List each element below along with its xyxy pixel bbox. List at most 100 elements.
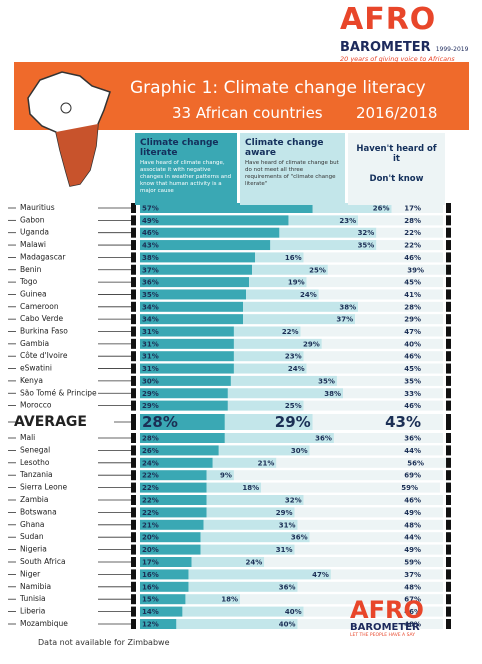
end-cap [131, 215, 136, 226]
end-cap [446, 301, 451, 312]
value-label: 24% [300, 291, 317, 299]
value-label: 22% [404, 229, 421, 237]
value-label: 22% [142, 484, 159, 492]
value-label: 48% [404, 583, 421, 591]
value-label: 9% [220, 472, 232, 480]
bar-segment [191, 557, 265, 567]
value-label: 22% [282, 328, 299, 336]
value-label: 15% [142, 596, 159, 604]
bar-segment [303, 606, 443, 617]
bar-segment [140, 507, 207, 518]
end-cap [131, 457, 136, 468]
end-cap [131, 301, 136, 312]
logo-name: BAROMETER [340, 40, 431, 55]
value-label: 19% [288, 279, 305, 287]
value-label: 24% [245, 559, 262, 567]
bar-segment [303, 495, 443, 505]
category-label: Liberia [20, 607, 45, 616]
end-cap [131, 581, 136, 592]
value-label: 43% [142, 242, 159, 250]
value-label: 35% [142, 291, 159, 299]
bar-segment [227, 388, 344, 399]
value-label: 46% [142, 229, 159, 237]
bar-segment [140, 581, 189, 592]
end-cap [131, 557, 136, 567]
end-cap [131, 507, 136, 518]
value-label: 30% [291, 447, 308, 455]
bar-segment [294, 544, 443, 555]
bar-segment [140, 400, 228, 411]
bar-segment [140, 519, 204, 530]
category-label: Senegal [20, 445, 50, 454]
value-label: 16% [285, 254, 302, 262]
end-cap [446, 227, 451, 238]
category-label: Ghana [20, 520, 45, 529]
value-label: 29% [142, 390, 159, 398]
bar-segment [140, 606, 183, 617]
bar-segment [218, 445, 310, 456]
bar-segment [140, 414, 225, 430]
value-label: 28% [404, 303, 421, 311]
value-label: 30% [142, 377, 159, 385]
value-label: 25% [309, 266, 326, 274]
value-label: 35% [318, 377, 335, 385]
end-cap [131, 482, 136, 493]
end-cap [131, 264, 136, 275]
value-label: 28% [142, 413, 178, 431]
bar-segment [140, 495, 207, 505]
bar-segment [140, 457, 213, 468]
bar-segment [255, 252, 304, 263]
bar-segment [140, 215, 289, 226]
bar-segment [140, 569, 189, 580]
value-label: 48% [404, 621, 421, 629]
value-label: 24% [288, 365, 305, 373]
bar-segment [303, 400, 443, 411]
value-label: 16% [142, 571, 159, 579]
legend-label: Haven't heard of it Don't know [356, 144, 437, 184]
value-label: 41% [404, 291, 421, 299]
bar-segment [206, 507, 295, 518]
bar-segment [140, 388, 228, 399]
sun-icon [60, 102, 72, 114]
bar-segment [182, 606, 304, 617]
bar-segment [233, 326, 301, 337]
bar-segment [188, 569, 331, 580]
value-label: 26% [142, 447, 159, 455]
value-label: 44% [404, 447, 421, 455]
value-label: 31% [142, 328, 159, 336]
chart-subtitle: 33 African countries [172, 104, 323, 122]
bar-segment [140, 619, 177, 629]
value-label: 38% [142, 254, 159, 262]
value-label: 40% [279, 621, 296, 629]
bar-segment [288, 215, 359, 226]
category-label: Kenya [20, 376, 43, 385]
value-label: 37% [142, 266, 159, 274]
end-cap [446, 326, 451, 337]
category-label: Botswana [20, 507, 57, 516]
value-label: 36% [291, 534, 308, 542]
value-label: 22% [142, 497, 159, 505]
category-label: Morocco [20, 401, 52, 410]
category-label: Guinea [20, 289, 47, 298]
end-cap [446, 264, 451, 275]
value-label: 43% [385, 413, 421, 431]
category-label: Tanzania [19, 470, 53, 479]
bar-segment [243, 301, 359, 312]
value-label: 56% [407, 459, 424, 467]
end-cap [131, 470, 136, 481]
bar-segment [343, 388, 443, 399]
end-cap [131, 495, 136, 505]
end-cap [446, 289, 451, 300]
value-label: 49% [404, 546, 421, 554]
bar-segment [321, 338, 443, 349]
bar-segment [358, 301, 443, 312]
bar-segment [224, 414, 313, 430]
end-cap [446, 363, 451, 374]
bar-segment [203, 519, 298, 530]
value-label: 35% [404, 377, 421, 385]
bar-segment [246, 289, 319, 300]
bar-segment [355, 314, 443, 325]
end-cap [131, 569, 136, 580]
value-label: 26% [373, 205, 390, 213]
end-cap [446, 338, 451, 349]
